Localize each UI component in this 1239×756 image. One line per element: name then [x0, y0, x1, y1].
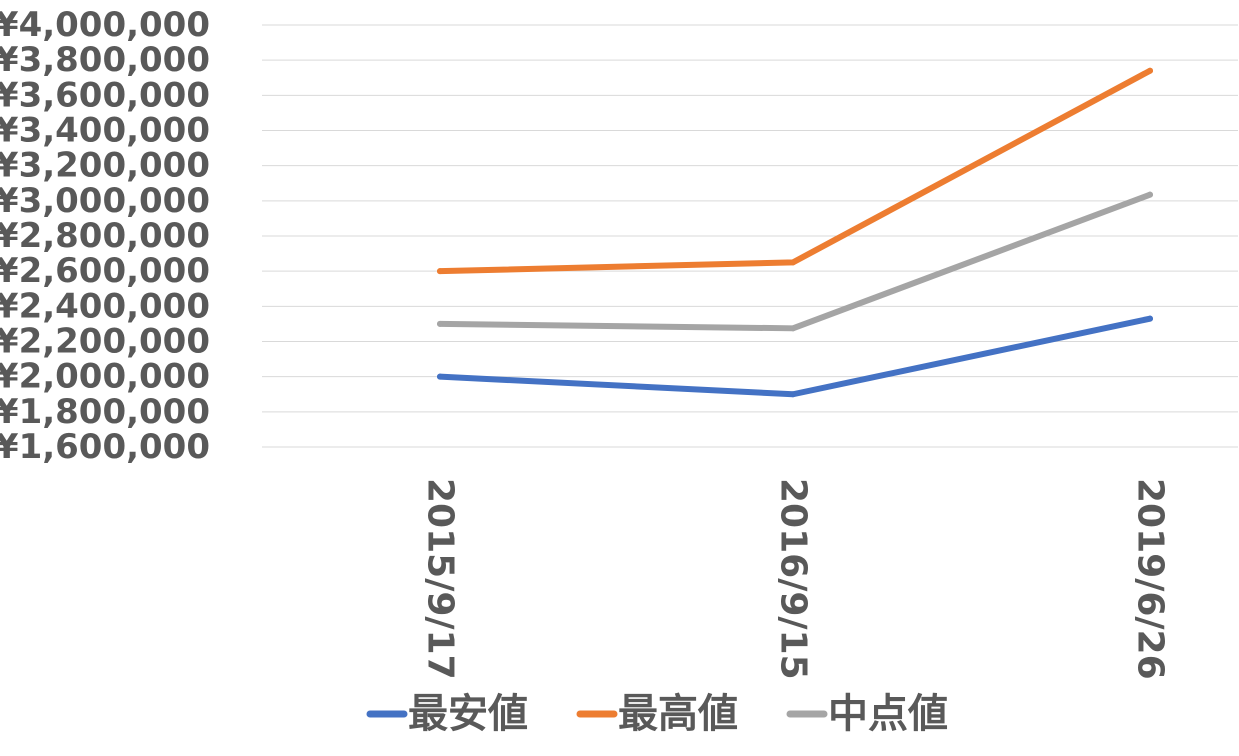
y-tick-label: ¥3,400,000 — [0, 111, 210, 151]
x-tick-label: 2015/9/17 — [420, 478, 461, 680]
data-point — [1147, 191, 1153, 198]
x-axis-tick-labels: 2015/9/17 2016/9/15 2019/6/26 — [420, 478, 1171, 680]
y-tick-label: ¥3,200,000 — [0, 146, 210, 186]
data-point — [790, 325, 796, 332]
y-axis-tick-labels: ¥1,600,000¥1,800,000¥2,000,000¥2,200,000… — [0, 5, 210, 467]
legend: 最安値 最高値 中点値 — [366, 691, 948, 737]
x-tick-label: 2016/9/15 — [773, 478, 814, 680]
y-tick-label: ¥1,600,000 — [0, 427, 210, 467]
y-tick-label: ¥2,800,000 — [0, 216, 210, 256]
y-tick-label: ¥2,000,000 — [0, 357, 210, 397]
data-point — [1147, 315, 1153, 322]
y-tick-label: ¥3,800,000 — [0, 40, 210, 80]
data-point — [437, 268, 443, 275]
legend-item: 中点値 — [786, 691, 948, 737]
x-tick-label: 2019/6/26 — [1130, 478, 1171, 680]
legend-label: 最高値 — [618, 691, 738, 737]
series-line-2 — [437, 67, 1153, 275]
data-point — [437, 320, 443, 327]
y-tick-label: ¥4,000,000 — [0, 5, 210, 45]
gridlines — [262, 24, 1238, 448]
data-point — [790, 391, 796, 398]
data-point — [437, 373, 443, 380]
y-tick-label: ¥1,800,000 — [0, 392, 210, 432]
data-point — [790, 259, 796, 266]
series-lines — [437, 67, 1153, 398]
legend-label: 最安値 — [408, 691, 528, 737]
legend-label: 中点値 — [828, 691, 948, 737]
y-tick-label: ¥3,000,000 — [0, 181, 210, 221]
legend-item: 最高値 — [576, 691, 738, 737]
legend-item: 最安値 — [366, 691, 528, 737]
data-point — [1147, 67, 1153, 74]
y-tick-label: ¥3,600,000 — [0, 75, 210, 115]
y-tick-label: ¥2,400,000 — [0, 286, 210, 326]
y-tick-label: ¥2,200,000 — [0, 322, 210, 362]
y-tick-label: ¥2,600,000 — [0, 251, 210, 291]
